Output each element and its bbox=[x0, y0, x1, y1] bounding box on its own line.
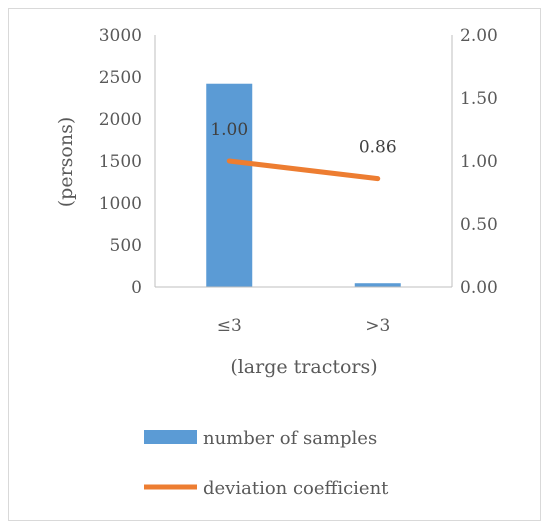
x-tick-1: ≤3 bbox=[217, 316, 242, 336]
y-tick-right-1: 0.50 bbox=[460, 215, 498, 235]
y-tick-left-3: 1500 bbox=[99, 152, 142, 172]
legend-label-samples: number of samples bbox=[203, 428, 377, 449]
y-tick-left-5: 2500 bbox=[99, 68, 142, 88]
x-tick-2: >3 bbox=[365, 316, 390, 336]
y-tick-right-3: 1.50 bbox=[460, 89, 498, 109]
y-tick-left-1: 500 bbox=[110, 236, 142, 256]
y-tick-right-2: 1.00 bbox=[460, 152, 498, 172]
y-tick-left-4: 2000 bbox=[99, 110, 142, 130]
y-tick-left-6: 3000 bbox=[99, 26, 142, 46]
y-tick-right-4: 2.00 bbox=[460, 26, 498, 46]
y-tick-left-2: 1000 bbox=[99, 194, 142, 214]
y-tick-left-0: 0 bbox=[131, 278, 142, 298]
deviation-line bbox=[226, 158, 381, 182]
y-axis-title: (persons) bbox=[55, 117, 77, 208]
bar-1 bbox=[206, 83, 253, 287]
legend-swatch-samples bbox=[144, 430, 197, 444]
y-tick-right-0: 0.00 bbox=[460, 278, 498, 298]
legend-label-deviation: deviation coefficient bbox=[203, 478, 389, 499]
line-data-label-1: 1.00 bbox=[210, 120, 248, 140]
x-axis-title: (large tractors) bbox=[230, 356, 377, 378]
bar-2 bbox=[354, 283, 401, 287]
line-data-label-2: 0.86 bbox=[359, 138, 397, 158]
